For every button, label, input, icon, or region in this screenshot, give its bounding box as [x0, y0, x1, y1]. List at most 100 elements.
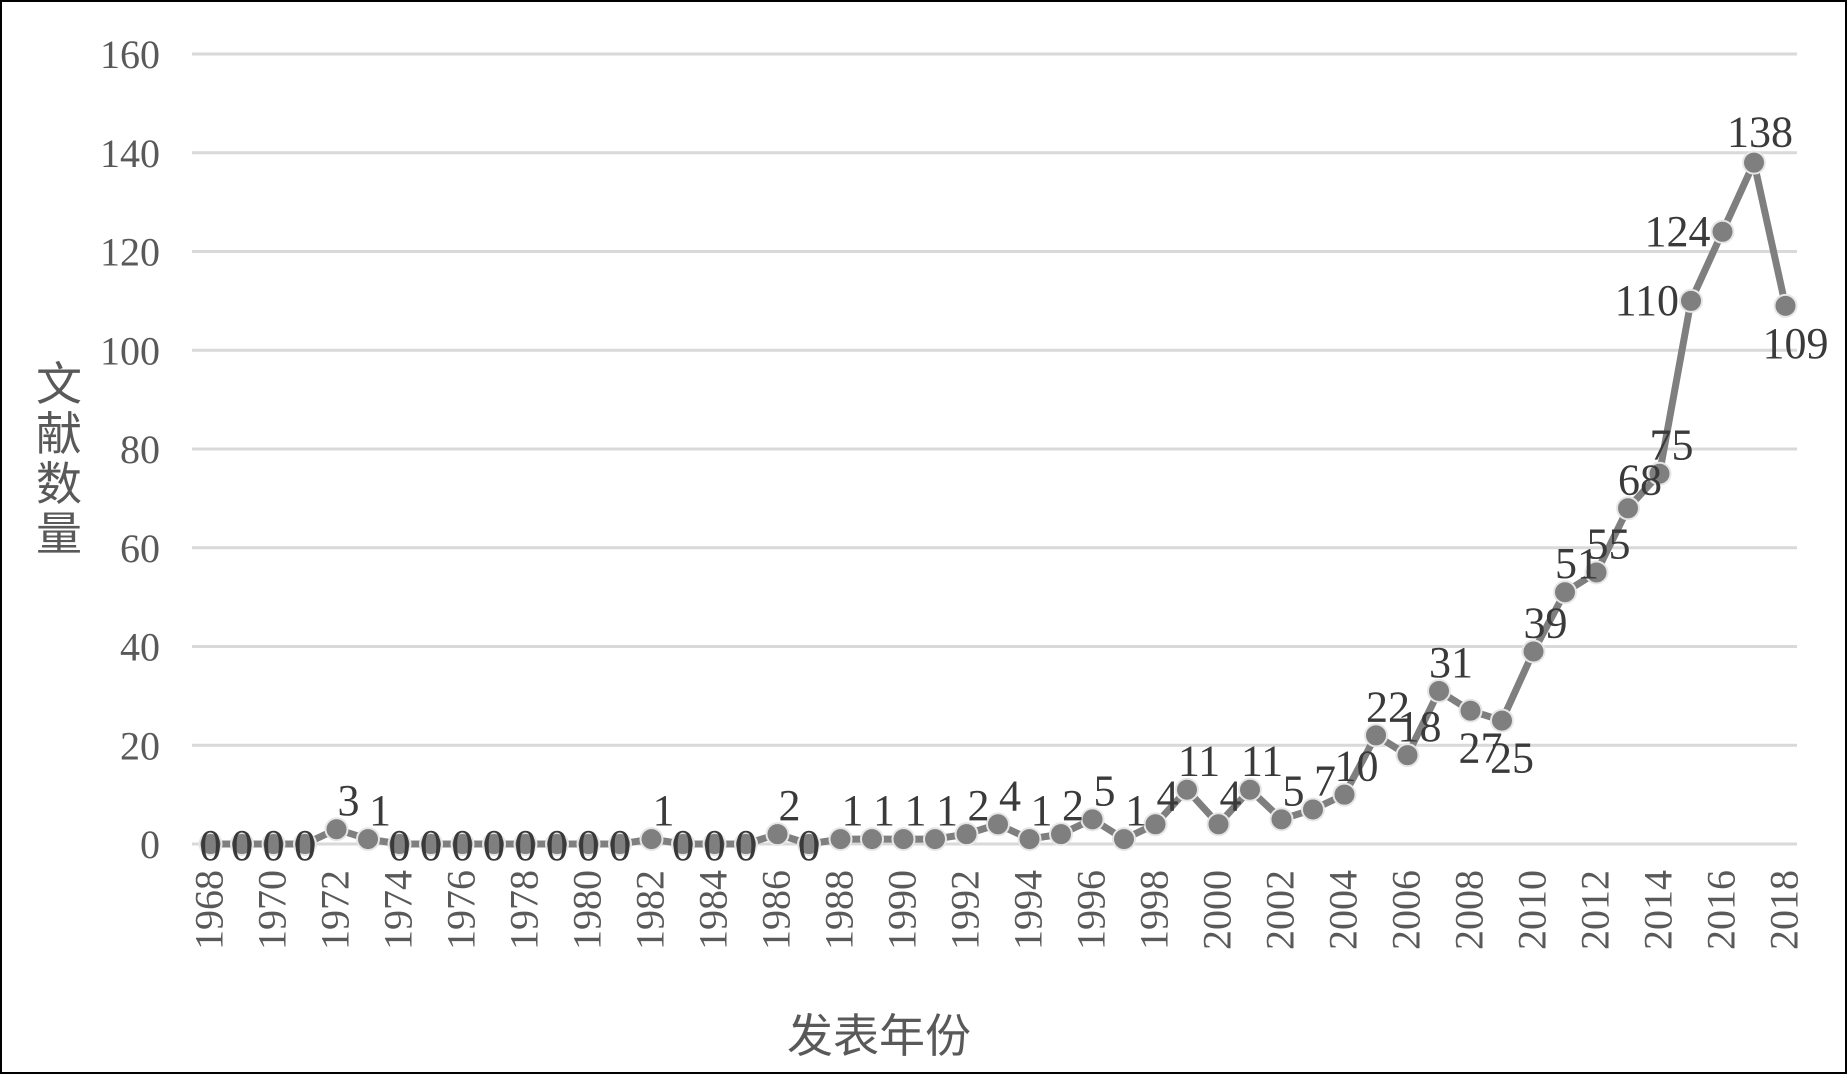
- data-point: [639, 827, 664, 852]
- data-point: [765, 822, 790, 847]
- data-point: [608, 832, 632, 856]
- data-label: 4: [1220, 771, 1242, 820]
- x-tick-label: 1994: [1006, 870, 1051, 950]
- x-tick-label: 1992: [943, 870, 988, 950]
- data-label: 0: [483, 821, 505, 870]
- x-tick-label: 1978: [502, 870, 547, 950]
- data-point: [293, 832, 317, 856]
- data-label: 0: [389, 821, 411, 870]
- data-point: [387, 832, 412, 856]
- data-label: 0: [735, 821, 757, 870]
- data-point: [1773, 293, 1798, 318]
- y-tick-label: 80: [120, 427, 160, 472]
- data-label: 1: [1031, 786, 1053, 835]
- y-tick-label: 0: [140, 822, 160, 867]
- data-point: [671, 832, 695, 856]
- data-label: 22: [1366, 682, 1410, 731]
- data-label: 68: [1618, 455, 1662, 504]
- x-tick-label: 2014: [1636, 870, 1681, 950]
- data-point: [1710, 219, 1735, 244]
- data-point: [545, 832, 569, 856]
- data-point: [860, 827, 884, 852]
- data-point: [1238, 777, 1262, 802]
- x-axis-tick-labels: 1968 1970 1972 1974 1976 1978 1980 1982 1984 1986…: [187, 870, 1807, 950]
- data-label: 109: [1763, 319, 1829, 368]
- data-point: [1175, 777, 1199, 802]
- data-label: 39: [1524, 598, 1568, 647]
- data-point: [797, 832, 821, 856]
- data-point: [1679, 288, 1703, 313]
- data-point: [356, 827, 380, 852]
- gridlines: [192, 52, 1797, 846]
- data-point: [986, 812, 1010, 837]
- x-tick-label: 1996: [1069, 870, 1114, 950]
- data-label: 1: [905, 786, 927, 835]
- data-point: [482, 832, 506, 856]
- y-tick-label: 120: [100, 230, 160, 275]
- series-line: [210, 159, 1789, 848]
- data-point: [1080, 807, 1105, 832]
- x-tick-label: 1984: [691, 870, 736, 950]
- data-point: [576, 832, 601, 856]
- x-tick-label: 2008: [1447, 870, 1492, 950]
- data-label: 1: [369, 786, 391, 835]
- y-tick-label: 140: [100, 131, 160, 176]
- x-tick-label: 1988: [817, 870, 862, 950]
- data-point: [419, 832, 443, 856]
- data-label: 0: [798, 821, 820, 870]
- data-point: [1490, 708, 1514, 733]
- data-label: 110: [1615, 276, 1679, 325]
- x-tick-label: 1968: [187, 870, 232, 950]
- y-tick-label: 160: [100, 32, 160, 77]
- y-axis-title: 文献数量: [36, 357, 82, 561]
- data-label: 25: [1490, 734, 1534, 783]
- data-label: 10: [1335, 742, 1379, 791]
- data-point: [702, 832, 727, 856]
- data-point: [513, 832, 538, 856]
- data-label: 124: [1645, 207, 1711, 256]
- data-label: 0: [200, 821, 222, 870]
- x-tick-label: 1990: [880, 870, 925, 950]
- data-label: 1: [873, 786, 895, 835]
- x-tick-label: 1970: [250, 870, 295, 950]
- data-point: [1458, 698, 1483, 723]
- data-label: 5: [1283, 766, 1305, 815]
- x-tick-label: 2016: [1699, 870, 1744, 950]
- data-point: [1616, 496, 1640, 521]
- data-point: [891, 827, 916, 852]
- data-label: 2: [1062, 781, 1084, 830]
- x-tick-label: 1980: [565, 870, 610, 950]
- y-tick-label: 40: [120, 625, 160, 670]
- data-points: [198, 150, 1798, 856]
- data-point: [1364, 723, 1388, 748]
- data-point: [198, 832, 223, 856]
- data-point: [1206, 812, 1231, 837]
- data-point: [1395, 743, 1420, 768]
- data-label: 1: [842, 786, 864, 835]
- data-point: [261, 832, 286, 856]
- data-label: 11: [1241, 737, 1283, 786]
- data-label: 75: [1650, 421, 1694, 470]
- data-label: 55: [1587, 519, 1631, 568]
- data-label: 0: [578, 821, 600, 870]
- data-point: [923, 827, 947, 852]
- data-label: 4: [1157, 771, 1179, 820]
- data-label: 0: [546, 821, 568, 870]
- x-axis-title: 发表年份: [787, 1009, 971, 1063]
- data-point: [1301, 797, 1325, 822]
- data-label: 51: [1555, 539, 1599, 588]
- data-point: [954, 822, 979, 847]
- series-polyline: [210, 159, 1789, 848]
- data-point: [734, 832, 758, 856]
- data-label: 7: [1314, 756, 1336, 805]
- data-point: [324, 817, 349, 842]
- data-label: 0: [515, 821, 537, 870]
- data-point: [1521, 639, 1546, 664]
- y-tick-label: 60: [120, 526, 160, 571]
- x-tick-label: 1998: [1132, 870, 1177, 950]
- data-label: 0: [672, 821, 694, 870]
- data-point: [450, 832, 475, 856]
- data-point: [1584, 560, 1609, 585]
